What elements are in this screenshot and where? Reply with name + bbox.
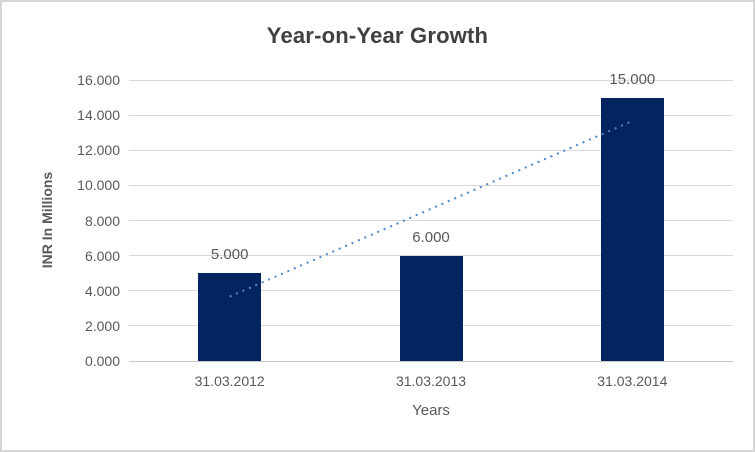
gridline [129,79,733,81]
x-axis-title: Years [412,402,450,419]
y-tick-label: 8.000 [84,212,120,229]
y-tick-label: 6.000 [84,247,120,264]
y-tick-label: 2.000 [84,317,120,334]
y-tick-label: 12.000 [77,142,120,159]
data-label: 5.000 [210,246,249,264]
data-label: 15.000 [609,70,656,88]
y-tick-label: 0.000 [84,353,120,369]
x-axis-line [129,361,733,362]
chart-title: Year-on-Year Growth [266,23,489,48]
x-tick-label: 31.03.2013 [395,373,467,389]
y-tick-label: 10.000 [77,177,120,194]
y-tick-label: 4.000 [84,282,120,299]
y-tick-label: 16.000 [77,72,120,88]
x-tick-label: 31.03.2014 [597,373,668,389]
bar-31.03.2012 [198,273,262,361]
y-tick-label: 14.000 [77,107,120,124]
gridline [129,114,733,116]
data-label: 6.000 [412,228,450,246]
bar-31.03.2013 [399,255,463,361]
x-tick-label: 31.03.2012 [194,373,265,389]
bar-31.03.2014 [600,97,664,361]
